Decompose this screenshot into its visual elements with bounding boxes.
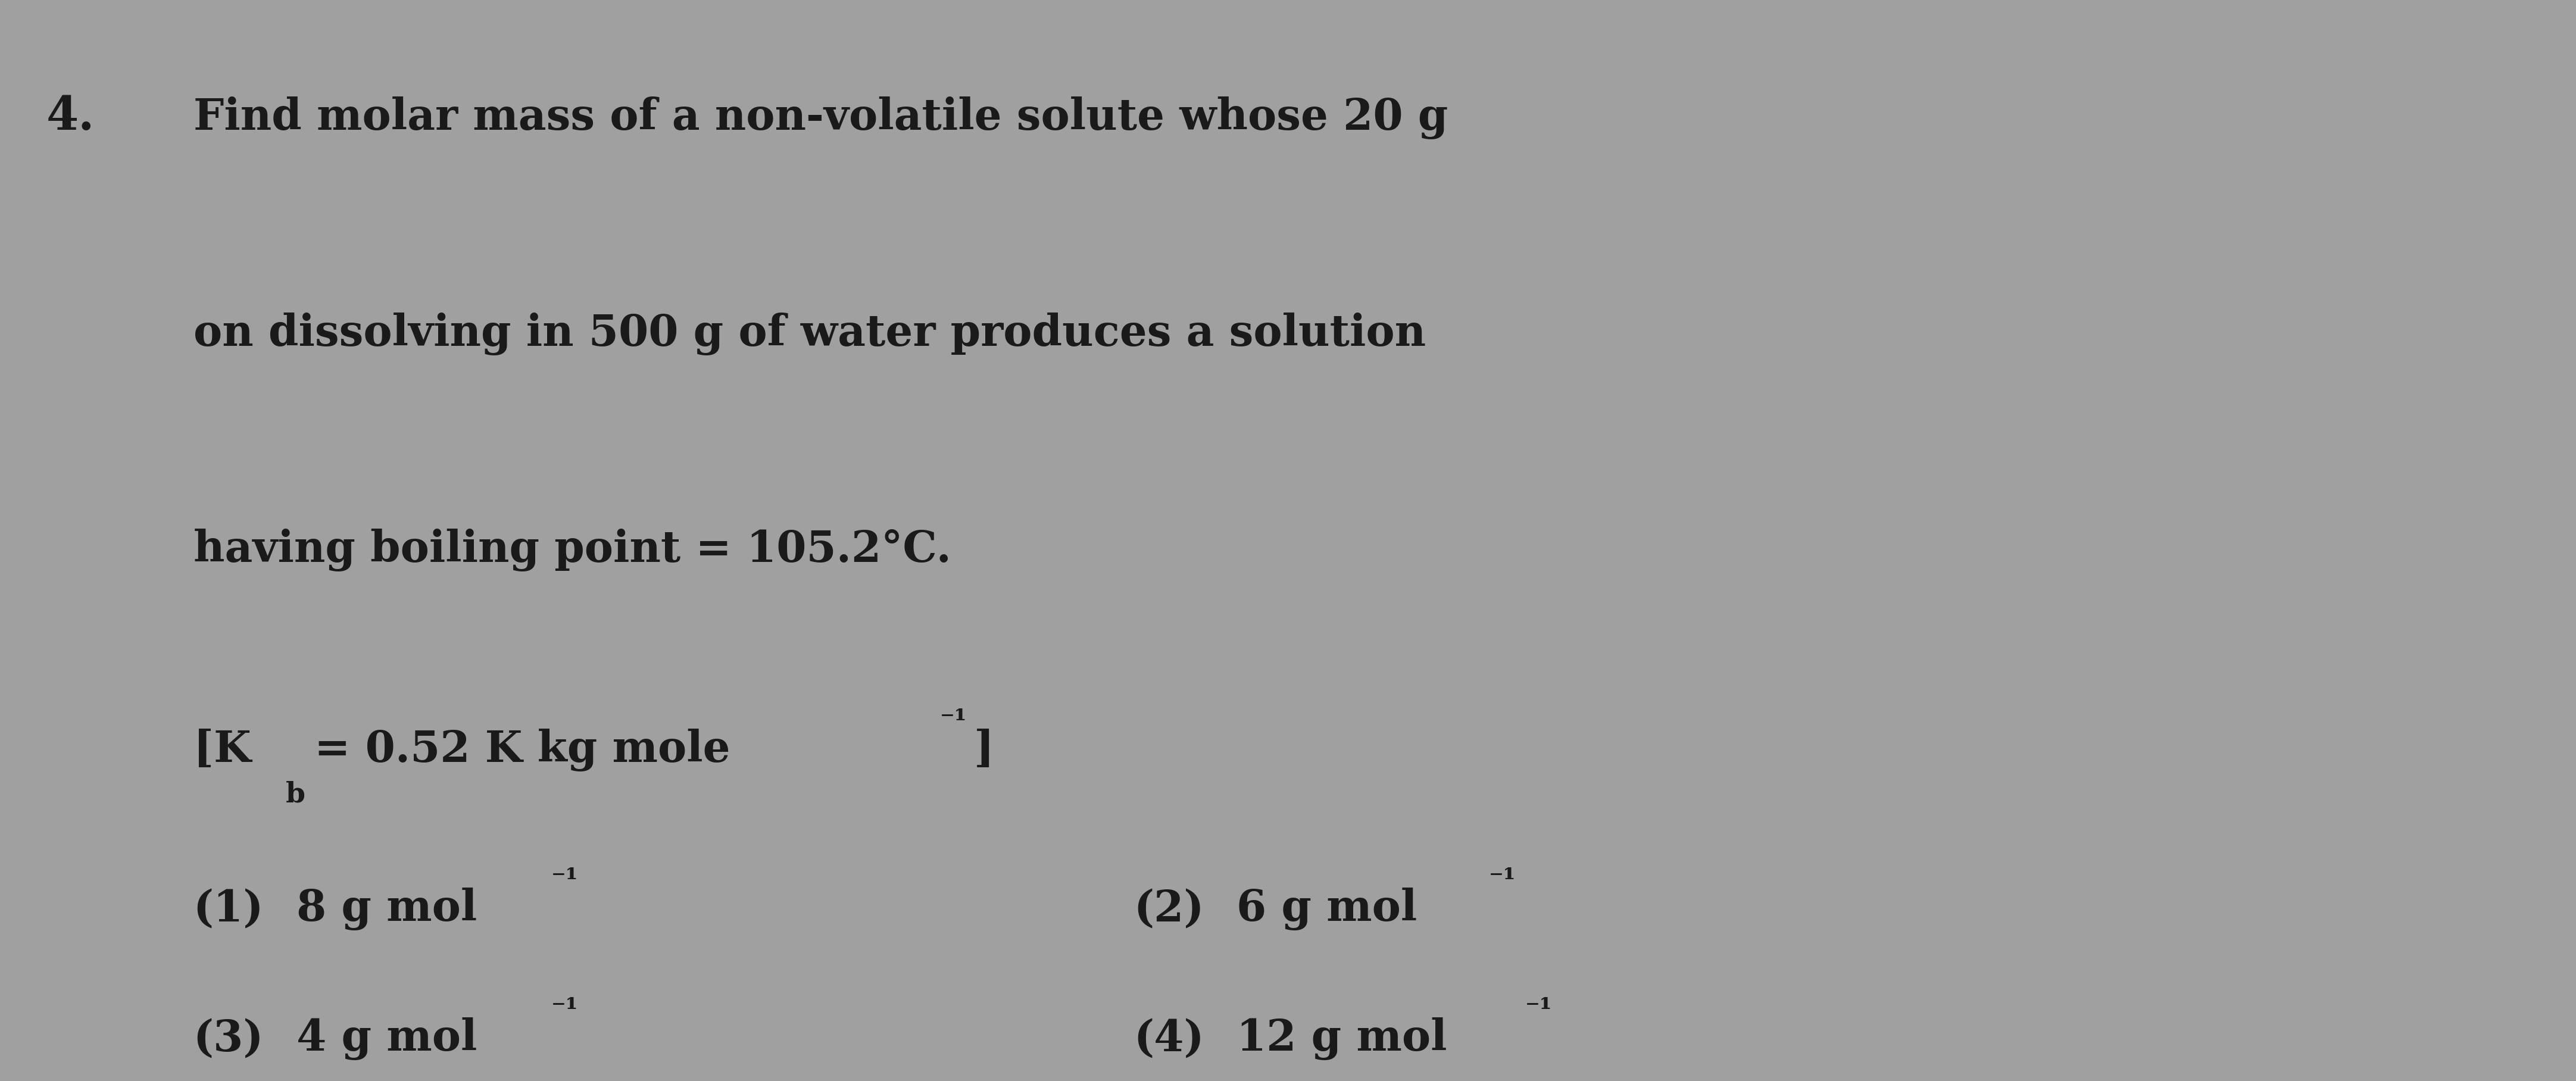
Text: 4.: 4. (46, 94, 95, 139)
Text: 4 g mol: 4 g mol (296, 1017, 477, 1060)
Text: [K: [K (193, 729, 250, 771)
Text: ⁻¹: ⁻¹ (551, 997, 580, 1025)
Text: having boiling point = 105.2°C.: having boiling point = 105.2°C. (193, 529, 951, 572)
Text: Find molar mass of a non-volatile solute whose 20 g: Find molar mass of a non-volatile solute… (193, 96, 1448, 139)
Text: 12 g mol: 12 g mol (1236, 1017, 1448, 1060)
Text: ⁻¹: ⁻¹ (1525, 997, 1553, 1025)
Text: ⁻¹: ⁻¹ (1489, 867, 1517, 895)
Text: = 0.52 K kg mole: = 0.52 K kg mole (314, 729, 729, 772)
Text: (3): (3) (193, 1017, 263, 1059)
Text: on dissolving in 500 g of water produces a solution: on dissolving in 500 g of water produces… (193, 312, 1425, 356)
Text: 8 g mol: 8 g mol (296, 888, 477, 931)
Text: 6 g mol: 6 g mol (1236, 888, 1417, 931)
Text: b: b (286, 780, 307, 809)
Text: (2): (2) (1133, 888, 1203, 930)
Text: ]: ] (974, 729, 994, 771)
Text: (1): (1) (193, 888, 263, 930)
Text: ⁻¹: ⁻¹ (940, 708, 969, 736)
Text: (4): (4) (1133, 1017, 1203, 1059)
Text: ⁻¹: ⁻¹ (551, 867, 580, 895)
